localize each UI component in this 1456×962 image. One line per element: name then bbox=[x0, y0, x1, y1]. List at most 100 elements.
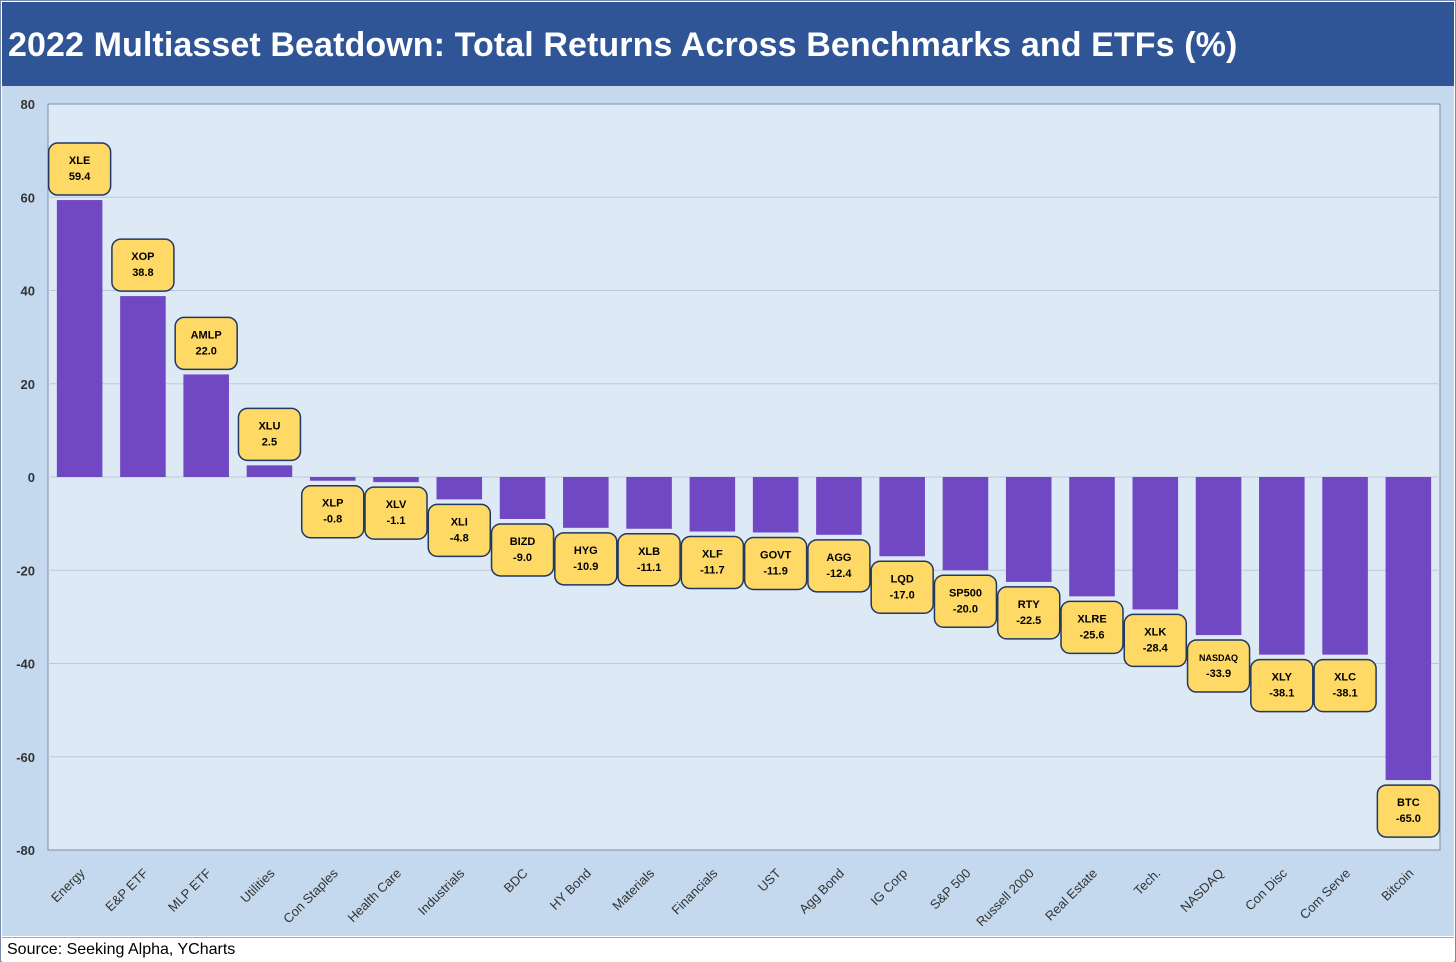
data-label-value: -9.0 bbox=[513, 552, 532, 564]
data-label-box bbox=[996, 586, 1061, 640]
data-label-box bbox=[1376, 784, 1441, 838]
x-category-label: Agg Bond bbox=[796, 866, 847, 917]
data-label-ticker: XOP bbox=[131, 251, 154, 263]
data-label-ticker: XLB bbox=[638, 546, 660, 558]
data-label-value: -11.1 bbox=[637, 562, 661, 574]
data-label-value: -65.0 bbox=[1396, 813, 1421, 825]
bar-btc bbox=[1385, 477, 1432, 781]
bar-rty bbox=[1005, 477, 1052, 582]
bar-xlk bbox=[1132, 477, 1179, 610]
data-label-box bbox=[427, 503, 492, 558]
data-label-ticker: SP500 bbox=[949, 587, 982, 599]
data-label-box bbox=[1060, 600, 1124, 655]
data-label-box bbox=[870, 560, 934, 615]
x-category-label: UST bbox=[755, 865, 784, 894]
data-label-box bbox=[490, 523, 555, 577]
x-category-label: Com Serve bbox=[1297, 866, 1354, 923]
data-label-value: -28.4 bbox=[1143, 642, 1169, 654]
x-category-label: Russell 2000 bbox=[973, 866, 1037, 930]
x-category-label: Materials bbox=[609, 865, 657, 913]
data-label-ticker: AGG bbox=[826, 552, 851, 564]
data-label-value: -33.9 bbox=[1206, 668, 1231, 680]
data-label-box bbox=[743, 536, 808, 591]
data-label-ticker: BIZD bbox=[510, 536, 536, 548]
bar-xop bbox=[120, 296, 166, 477]
x-category-label: MLP ETF bbox=[165, 865, 214, 914]
bar-bizd bbox=[499, 477, 546, 519]
data-label-ticker: XLF bbox=[702, 549, 723, 561]
data-label-value: -25.6 bbox=[1079, 629, 1104, 641]
x-category-label: NASDAQ bbox=[1177, 866, 1226, 915]
bar-xly bbox=[1259, 477, 1305, 655]
y-tick-label: -20 bbox=[16, 563, 35, 578]
y-tick-label: 20 bbox=[21, 377, 35, 392]
data-label-box bbox=[174, 316, 238, 371]
data-label-value: -17.0 bbox=[890, 589, 915, 601]
data-label-ticker: NASDAQ bbox=[1199, 653, 1238, 663]
data-label-ticker: LQD bbox=[891, 573, 914, 585]
data-label-ticker: XLRE bbox=[1077, 613, 1106, 625]
y-tick-label: -40 bbox=[16, 657, 35, 672]
data-label-ticker: RTY bbox=[1018, 599, 1041, 611]
x-category-label: BDC bbox=[501, 866, 531, 896]
x-category-label: Financials bbox=[668, 865, 720, 917]
x-category-label: E&P ETF bbox=[102, 865, 151, 914]
x-category-label: Tech. bbox=[1131, 866, 1164, 899]
bar-chart: 80 60 40 20 0 -20 -40 -60 -80 XLE 59.4 Energy XOP 38.… bbox=[16, 97, 1441, 930]
data-label-value: -20.0 bbox=[953, 603, 978, 615]
bar-sp500 bbox=[942, 477, 989, 571]
x-category-label: Con Disc bbox=[1242, 865, 1290, 913]
data-label-box bbox=[300, 484, 365, 539]
bar-nasdaq bbox=[1195, 477, 1242, 636]
data-label-value: -4.8 bbox=[450, 532, 469, 544]
data-label-value: -10.9 bbox=[573, 561, 598, 573]
bar-xle bbox=[56, 200, 103, 478]
x-category-label: Utilities bbox=[237, 865, 278, 906]
data-label-box bbox=[933, 574, 998, 628]
x-category-label: Energy bbox=[48, 865, 88, 905]
data-label-box bbox=[1186, 639, 1251, 693]
title-bar: 2022 Multiasset Beatdown: Total Returns … bbox=[2, 2, 1454, 86]
source-note: Source: Seeking Alpha, YCharts bbox=[7, 941, 236, 958]
x-category-label: HY Bond bbox=[547, 866, 594, 913]
data-label-box bbox=[364, 486, 428, 540]
y-tick-label: -80 bbox=[16, 843, 35, 858]
x-category-label: Real Estate bbox=[1042, 866, 1100, 924]
data-label-ticker: XLY bbox=[1272, 672, 1293, 684]
data-label-box bbox=[237, 407, 302, 462]
data-label-value: 22.0 bbox=[195, 345, 216, 357]
data-label-box bbox=[554, 532, 618, 586]
data-label-value: 38.8 bbox=[132, 267, 153, 279]
bar-xli bbox=[436, 477, 483, 500]
x-category-label: S&P 500 bbox=[927, 866, 974, 913]
chart-area: 80 60 40 20 0 -20 -40 -60 -80 XLE 59.4 Energy XOP 38.… bbox=[2, 86, 1454, 936]
data-label-ticker: HYG bbox=[574, 545, 598, 557]
data-label-ticker: AMLP bbox=[191, 329, 222, 341]
data-label-value: -12.4 bbox=[826, 568, 852, 580]
bar-amlp bbox=[183, 374, 229, 477]
data-label-value: -0.8 bbox=[323, 514, 342, 526]
data-label-value: -22.5 bbox=[1016, 615, 1041, 627]
data-label-box bbox=[807, 539, 871, 593]
y-tick-label: 40 bbox=[21, 284, 35, 299]
data-label-ticker: BTC bbox=[1397, 797, 1420, 809]
bar-hyg bbox=[563, 477, 609, 528]
x-category-label: Bitcoin bbox=[1378, 866, 1416, 904]
data-label-ticker: XLV bbox=[386, 499, 407, 511]
data-label-box bbox=[1250, 658, 1314, 713]
data-label-value: -1.1 bbox=[387, 515, 406, 527]
y-tick-label: 60 bbox=[21, 190, 35, 205]
data-label-value: -11.9 bbox=[763, 565, 787, 577]
data-label-ticker: XLU bbox=[258, 420, 280, 432]
y-tick-label: -60 bbox=[16, 750, 35, 765]
bar-xlre bbox=[1069, 477, 1115, 597]
data-label-ticker: XLP bbox=[322, 498, 343, 510]
data-label-ticker: GOVT bbox=[760, 549, 791, 561]
bar-govt bbox=[752, 477, 799, 533]
data-label-box bbox=[111, 238, 175, 292]
data-label-ticker: XLC bbox=[1334, 672, 1356, 684]
data-label-box bbox=[680, 535, 745, 590]
data-label-box bbox=[1123, 613, 1188, 668]
bar-xlb bbox=[626, 477, 672, 529]
data-label-box bbox=[47, 142, 112, 196]
